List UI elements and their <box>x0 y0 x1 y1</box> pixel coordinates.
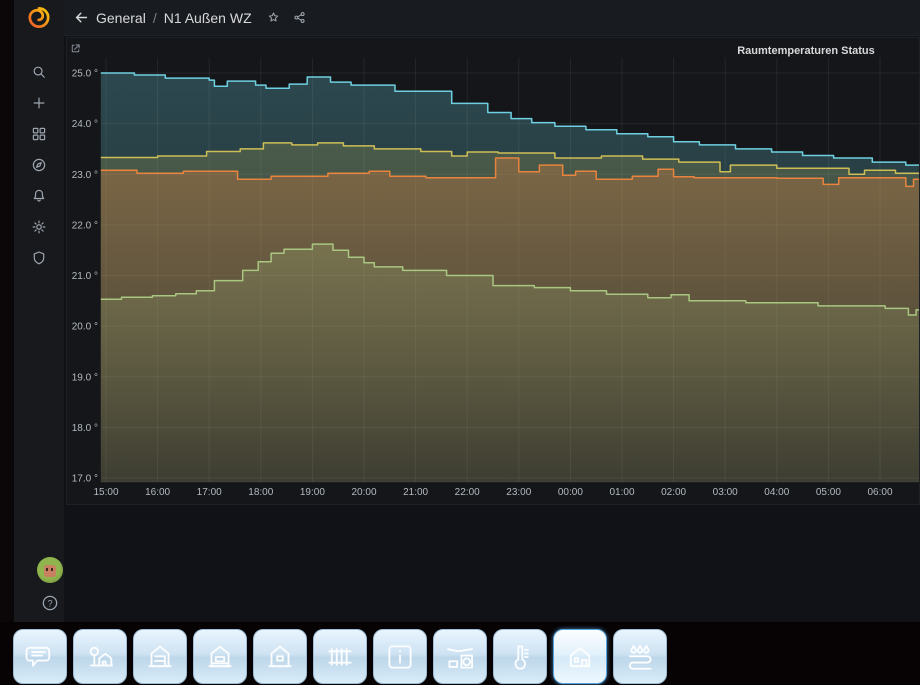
laundry-icon <box>443 640 477 674</box>
plus-icon <box>30 94 48 112</box>
floor-heating-icon <box>623 640 657 674</box>
share-icon <box>292 10 307 25</box>
taskbar-item-chat-bubble[interactable] <box>13 629 67 684</box>
x-tick-label: 20:00 <box>351 487 376 498</box>
y-tick-label: 24.0 ° <box>72 119 98 130</box>
back-arrow-icon <box>73 9 90 26</box>
taskbar-item-house-door[interactable] <box>553 629 607 684</box>
top-navbar: General / N1 Außen WZ <box>64 0 920 36</box>
y-tick-label: 22.0 ° <box>72 220 98 231</box>
avatar-face <box>44 565 56 577</box>
x-tick-label: 23:00 <box>506 487 531 498</box>
y-tick-label: 18.0 ° <box>72 423 98 434</box>
x-tick-label: 02:00 <box>661 487 686 498</box>
chat-bubble-icon <box>23 640 57 674</box>
sidebar-menu <box>14 62 64 268</box>
x-tick-label: 18:00 <box>248 487 273 498</box>
y-tick-label: 21.0 ° <box>72 271 98 282</box>
y-tick-label: 19.0 ° <box>72 372 98 383</box>
svg-text:?: ? <box>47 598 52 608</box>
x-tick-label: 05:00 <box>816 487 841 498</box>
house-door-icon <box>563 640 597 674</box>
breadcrumb-dashboard-title[interactable]: N1 Außen WZ <box>164 10 252 26</box>
back-button[interactable] <box>66 0 96 36</box>
x-tick-label: 04:00 <box>764 487 789 498</box>
sidebar-item-alerting[interactable] <box>21 186 57 206</box>
x-tick-label: 01:00 <box>609 487 634 498</box>
y-tick-label: 17.0 ° <box>72 474 98 485</box>
taskbar-item-laundry[interactable] <box>433 629 487 684</box>
x-tick-label: 00:00 <box>558 487 583 498</box>
avatar-eye <box>51 568 53 571</box>
x-tick-label: 06:00 <box>867 487 892 498</box>
x-tick-label: 03:00 <box>713 487 738 498</box>
star-dashboard-button[interactable] <box>262 6 286 30</box>
taskbar-item-garden-house[interactable] <box>73 629 127 684</box>
sidebar-item-configuration[interactable] <box>21 217 57 237</box>
user-avatar[interactable] <box>37 557 63 583</box>
dashboards-grid-icon <box>30 125 48 143</box>
sidebar-item-dashboards[interactable] <box>21 124 57 144</box>
timeseries-panel: Raumtemperaturen Status 25.0 °24.0 °23.0… <box>66 37 920 505</box>
grafana-sidebar: ? <box>14 0 64 622</box>
taskbar-item-radiator[interactable] <box>313 629 367 684</box>
desktop: ? General / N1 Außen WZ <box>0 0 920 685</box>
temperature-chart[interactable]: 25.0 ° 24.0 ° 23.0 ° 22.0 ° 21.0 ° 20.0 ° 19.0… <box>67 38 920 504</box>
sidebar-item-help[interactable]: ? <box>40 593 60 613</box>
taskbar-item-house-floor1[interactable] <box>133 629 187 684</box>
x-tick-label: 19:00 <box>300 487 325 498</box>
x-tick-label: 22:00 <box>455 487 480 498</box>
taskbar-item-floor-heating[interactable] <box>613 629 667 684</box>
y-tick-label: 25.0 ° <box>72 69 98 80</box>
house-floor2-icon <box>203 640 237 674</box>
house-window-icon <box>263 640 297 674</box>
y-tick-label: 23.0 ° <box>72 170 98 181</box>
admin-shield-icon <box>30 249 48 267</box>
share-dashboard-button[interactable] <box>288 6 312 30</box>
sidebar-item-server-admin[interactable] <box>21 248 57 268</box>
info-icon <box>383 640 417 674</box>
garden-house-icon <box>83 640 117 674</box>
taskbar-item-thermometer[interactable] <box>493 629 547 684</box>
x-tick-label: 16:00 <box>145 487 170 498</box>
taskbar-item-info[interactable] <box>373 629 427 684</box>
x-tick-label: 15:00 <box>93 487 118 498</box>
taskbar <box>0 622 920 685</box>
avatar-eye <box>46 568 48 571</box>
x-tick-label: 21:00 <box>403 487 428 498</box>
configuration-gear-icon <box>30 218 48 236</box>
taskbar-item-house-floor2[interactable] <box>193 629 247 684</box>
x-tick-label: 17:00 <box>197 487 222 498</box>
breadcrumb-separator: / <box>153 10 157 26</box>
thermometer-icon <box>503 640 537 674</box>
sidebar-item-create[interactable] <box>21 93 57 113</box>
help-icon: ? <box>40 593 60 613</box>
dashboard-canvas: Raumtemperaturen Status 25.0 °24.0 °23.0… <box>64 36 920 622</box>
star-icon <box>266 10 281 25</box>
y-tick-label: 20.0 ° <box>72 322 98 333</box>
house-floor1-icon <box>143 640 177 674</box>
search-icon <box>30 63 48 81</box>
explore-compass-icon <box>30 156 48 174</box>
grafana-logo-icon[interactable] <box>26 5 52 30</box>
sidebar-item-explore[interactable] <box>21 155 57 175</box>
radiator-icon <box>323 640 357 674</box>
taskbar-item-house-window[interactable] <box>253 629 307 684</box>
sidebar-item-search[interactable] <box>21 62 57 82</box>
alerting-bell-icon <box>30 187 48 205</box>
breadcrumb-folder[interactable]: General <box>96 10 146 26</box>
